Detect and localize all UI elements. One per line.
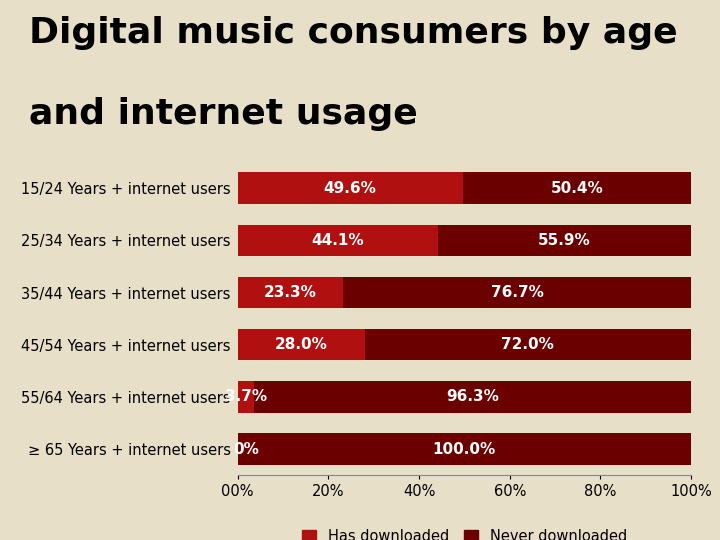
- Text: 100.0%: 100.0%: [433, 442, 496, 457]
- Text: 44.1%: 44.1%: [311, 233, 364, 248]
- Bar: [238, 329, 364, 360]
- Text: 0%: 0%: [234, 442, 260, 457]
- Bar: [238, 172, 462, 204]
- Text: Digital music consumers by age: Digital music consumers by age: [29, 16, 678, 50]
- Bar: [364, 329, 691, 360]
- Text: 50.4%: 50.4%: [551, 180, 603, 195]
- Bar: [238, 277, 343, 308]
- Bar: [254, 381, 691, 413]
- Text: 96.3%: 96.3%: [446, 389, 499, 404]
- Bar: [462, 172, 691, 204]
- Bar: [438, 225, 691, 256]
- Text: and internet usage: and internet usage: [29, 97, 418, 131]
- Bar: [238, 225, 438, 256]
- Text: 49.6%: 49.6%: [324, 180, 377, 195]
- Bar: [238, 381, 254, 413]
- Legend: Has downloaded, Never downloaded: Has downloaded, Never downloaded: [296, 523, 633, 540]
- Text: 72.0%: 72.0%: [501, 337, 554, 352]
- Bar: [238, 434, 691, 465]
- Bar: [343, 277, 691, 308]
- Text: 23.3%: 23.3%: [264, 285, 317, 300]
- Text: 28.0%: 28.0%: [274, 337, 328, 352]
- Text: 3.7%: 3.7%: [225, 389, 267, 404]
- Text: 55.9%: 55.9%: [538, 233, 591, 248]
- Text: 76.7%: 76.7%: [491, 285, 544, 300]
